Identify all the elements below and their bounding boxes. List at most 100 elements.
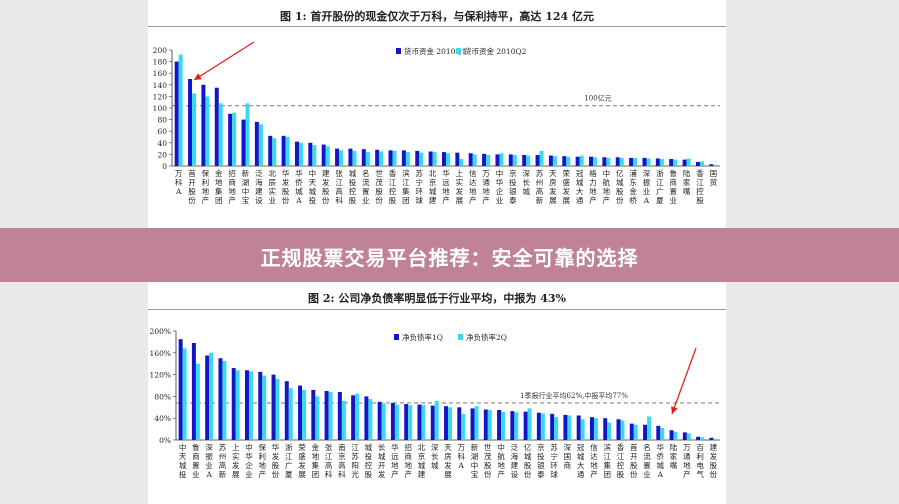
bar-1 (616, 419, 621, 440)
bar-1 (337, 392, 342, 440)
x-tick-label: 苏宁环球 (550, 442, 558, 479)
bar-2 (566, 156, 571, 166)
bar-2 (275, 378, 280, 440)
bar-1 (470, 408, 475, 440)
x-tick-label: 京投银泰 (509, 168, 517, 205)
x-tick-label: 泛海建设 (255, 168, 263, 205)
x-tick-label: 新湖中宝 (242, 168, 250, 205)
bar-2 (501, 411, 506, 440)
x-tick-label: 中天城投 (179, 442, 187, 479)
bar-2 (472, 154, 477, 166)
bar-2 (408, 405, 413, 440)
bar-1 (321, 144, 326, 166)
x-tick-label: 信达地产 (469, 168, 477, 205)
x-tick-label: 中航地产 (497, 442, 505, 479)
x-tick-label: 世茂股份 (375, 168, 383, 205)
bar-1 (696, 436, 701, 440)
x-tick-label: 张江高科 (335, 169, 343, 205)
y-tick-label: 0 (162, 162, 167, 171)
x-tick-label: 保利地产 (202, 169, 210, 205)
bar-2 (339, 150, 344, 166)
bar-2 (448, 407, 452, 440)
bar-1 (364, 396, 369, 440)
x-tick-label: 万通地产 (683, 443, 691, 479)
bar-2 (526, 155, 531, 166)
bar-1 (508, 154, 513, 166)
bar-1 (495, 154, 500, 166)
bar-1 (191, 342, 196, 440)
bar-1 (441, 152, 446, 166)
bar-1 (188, 79, 193, 166)
x-tick-label: 苏州高新 (536, 168, 544, 205)
x-tick-label: 北京城建 (429, 169, 437, 205)
bar-1 (550, 413, 555, 440)
y-tick-label: 80% (154, 392, 171, 401)
bar-1 (404, 404, 409, 440)
legend-label-2: 净负债率2Q (466, 332, 507, 342)
bar-2 (272, 138, 277, 166)
x-tick-label: 中华企业 (245, 442, 253, 479)
bar-2 (700, 437, 705, 440)
bar-2 (248, 371, 253, 440)
bar-1 (214, 87, 219, 166)
bar-2 (245, 103, 250, 166)
bar-2 (459, 159, 464, 166)
bar-1 (428, 151, 433, 166)
bar-1 (218, 358, 223, 440)
annotation-arrowhead (194, 73, 202, 80)
bar-2 (178, 54, 183, 166)
chart-2: 0% 40% 80% 120% 160% 200% 1季报行业平均62%,中报平均77% 中天… (150, 327, 720, 479)
y-tick-label: 160% (150, 349, 171, 358)
bar-1 (669, 430, 674, 440)
bar-1 (629, 423, 634, 440)
bar-2 (258, 124, 263, 166)
x-tick-label: 香江控股 (389, 168, 397, 205)
bar-1 (388, 150, 393, 166)
bar-1 (655, 158, 660, 166)
promo-banner: 正规股票交易平台推荐：安全可靠的选择 (0, 228, 899, 282)
x-tick-label: 浙江广厦 (285, 442, 293, 479)
bar-2 (419, 152, 424, 166)
bar-2 (499, 153, 504, 166)
bar-1 (643, 424, 648, 440)
bar-1 (563, 414, 568, 440)
bar-1 (415, 150, 420, 166)
y-tick-label: 100 (153, 104, 168, 113)
chart-panel-1: 图 1: 首开股份的现金仅次于万科，与保利持平，高达 124 亿元 0 20 40 6… (148, 0, 726, 228)
bar-1 (284, 381, 289, 440)
bar-2 (325, 146, 330, 166)
x-tick-label: 香江控股 (696, 168, 704, 205)
bar-1 (254, 121, 259, 166)
x-tick-label: 万科 A (458, 443, 466, 470)
y-tick-label: 0% (159, 436, 171, 445)
bar-1 (522, 154, 527, 166)
bar-2 (195, 363, 200, 440)
bar-1 (656, 425, 661, 440)
bar-1 (401, 150, 406, 166)
bar-1 (695, 161, 700, 166)
x-tick-label: 滨江集团 (603, 442, 611, 479)
bar-2 (699, 161, 704, 166)
x-tick-label: 中航地产 (603, 168, 611, 205)
bar-2 (580, 419, 585, 440)
bar-2 (432, 152, 437, 166)
x-tick-label: 上实发展 (456, 169, 464, 205)
bar-1 (483, 409, 488, 440)
bar-1 (497, 410, 502, 440)
bar-2 (514, 412, 519, 440)
x-tick-label: 天房发展 (549, 169, 557, 205)
x-tick-label: 浙江广厦 (656, 168, 664, 205)
bar-1 (468, 153, 473, 166)
x-tick-label: 浦东金桥 (629, 168, 637, 205)
bar-2 (673, 431, 678, 440)
bar-1 (444, 406, 448, 440)
bar-2 (182, 348, 187, 440)
bar-1 (311, 389, 316, 440)
bar-1 (348, 148, 353, 166)
bar-1 (482, 153, 487, 166)
bar-1 (430, 405, 435, 440)
bar-2 (646, 158, 651, 166)
bar-2 (262, 375, 267, 440)
reference-line-label: 100亿元 (584, 94, 611, 103)
